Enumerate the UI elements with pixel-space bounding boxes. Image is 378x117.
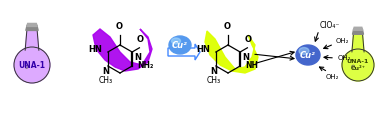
Text: Cu²⁺: Cu²⁺ <box>350 66 366 71</box>
Ellipse shape <box>172 38 181 44</box>
Text: UNA-1: UNA-1 <box>347 59 369 64</box>
Circle shape <box>14 47 50 83</box>
Polygon shape <box>26 25 38 30</box>
Text: O: O <box>116 22 122 31</box>
Ellipse shape <box>299 48 309 55</box>
Text: N: N <box>134 53 141 62</box>
Text: N: N <box>211 67 217 76</box>
Text: OH₂: OH₂ <box>336 38 350 44</box>
Ellipse shape <box>169 36 191 54</box>
Text: Cu²: Cu² <box>172 40 188 49</box>
Text: NH: NH <box>245 62 258 71</box>
Text: OH₂: OH₂ <box>326 74 339 80</box>
Text: CH₃: CH₃ <box>99 76 113 85</box>
Text: N: N <box>242 53 249 62</box>
Text: O: O <box>223 22 231 31</box>
Text: CH₃: CH₃ <box>207 76 221 85</box>
Polygon shape <box>353 29 364 34</box>
Text: NH₂: NH₂ <box>137 62 153 71</box>
Polygon shape <box>205 31 258 73</box>
Polygon shape <box>352 34 364 52</box>
Polygon shape <box>353 27 363 30</box>
Text: UNA-1: UNA-1 <box>19 60 45 69</box>
Ellipse shape <box>296 45 320 65</box>
Polygon shape <box>25 30 39 50</box>
Text: ClO₄⁻: ClO₄⁻ <box>320 20 340 29</box>
Text: O: O <box>137 35 144 44</box>
Text: HN: HN <box>88 46 102 55</box>
Polygon shape <box>27 23 37 26</box>
Circle shape <box>342 49 374 81</box>
Text: Cu²: Cu² <box>300 51 316 60</box>
Text: HN: HN <box>196 46 210 55</box>
Polygon shape <box>93 29 152 71</box>
Text: N: N <box>102 67 109 76</box>
Text: O: O <box>245 35 252 44</box>
Text: OH₂: OH₂ <box>338 55 352 61</box>
Polygon shape <box>168 44 200 60</box>
